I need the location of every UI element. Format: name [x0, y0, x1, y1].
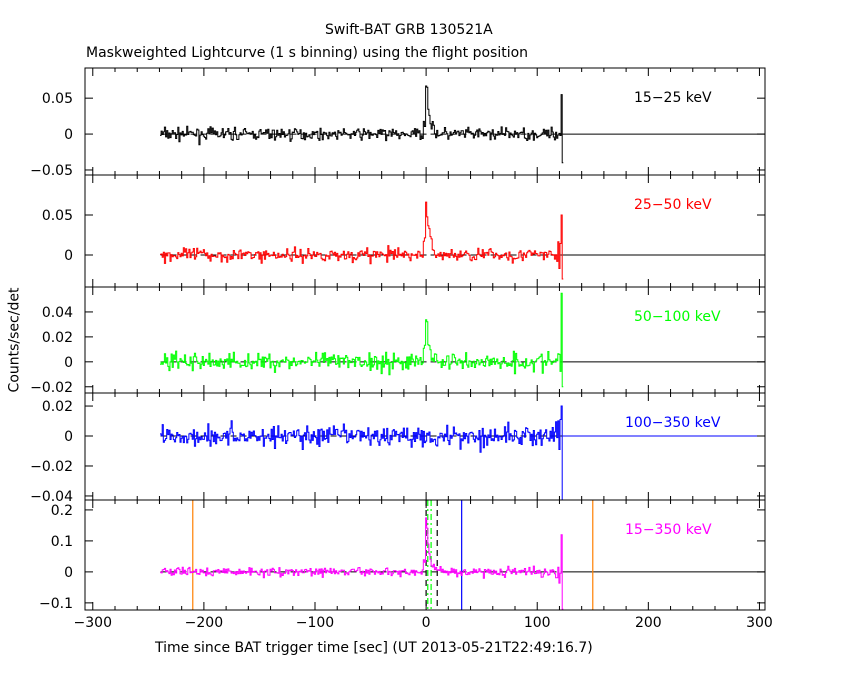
series-line-0: [160, 85, 564, 164]
panel-frame: [84, 286, 766, 394]
x-tick-label: 300: [746, 615, 773, 631]
series-line-1: [160, 201, 564, 280]
panel-label: 15−25 keV: [634, 90, 712, 106]
y-tick-label: 0.04: [42, 305, 73, 321]
y-tick-label: −0.1: [39, 596, 73, 612]
y-tick-label: 0.02: [42, 399, 73, 415]
panel-label: 15−350 keV: [625, 522, 712, 538]
x-tick-label: 100: [524, 615, 551, 631]
x-axis-label: Time since BAT trigger time [sec] (UT 20…: [155, 640, 593, 656]
panel-frame: [84, 174, 766, 288]
chart-title: Swift-BAT GRB 130521A: [325, 22, 493, 38]
y-tick-label: 0: [64, 355, 73, 371]
y-tick-label: 0: [64, 248, 73, 264]
y-tick-label: 0.02: [42, 330, 73, 346]
panel-frame: [84, 499, 766, 611]
y-tick-label: 0.05: [42, 208, 73, 224]
panel-label: 100−350 keV: [625, 415, 721, 431]
panel-label: 25−50 keV: [634, 197, 712, 213]
y-tick-label: −0.04: [30, 489, 73, 505]
y-tick-label: 0: [64, 565, 73, 581]
y-tick-label: −0.02: [30, 380, 73, 396]
panel-frame: [84, 67, 766, 176]
x-tick-label: 0: [422, 615, 431, 631]
chart-subtitle: Maskweighted Lightcurve (1 s binning) us…: [86, 45, 529, 61]
y-tick-label: −0.02: [30, 459, 73, 475]
y-tick-label: 0.1: [51, 534, 73, 550]
series-line-2: [160, 292, 564, 388]
y-tick-label: 0.2: [51, 503, 73, 519]
x-tick-label: −300: [74, 615, 112, 631]
x-tick-label: −100: [296, 615, 334, 631]
y-tick-label: 0: [64, 127, 73, 143]
y-tick-label: 0: [64, 429, 73, 445]
x-tick-label: −200: [185, 615, 223, 631]
series-line-3: [160, 405, 564, 501]
panel-frame: [84, 392, 766, 501]
series-line-4: [160, 517, 564, 610]
y-tick-label: −0.05: [30, 163, 73, 179]
panel-label: 50−100 keV: [634, 309, 721, 325]
x-tick-label: 200: [635, 615, 662, 631]
y-tick-label: 0.05: [42, 91, 73, 107]
